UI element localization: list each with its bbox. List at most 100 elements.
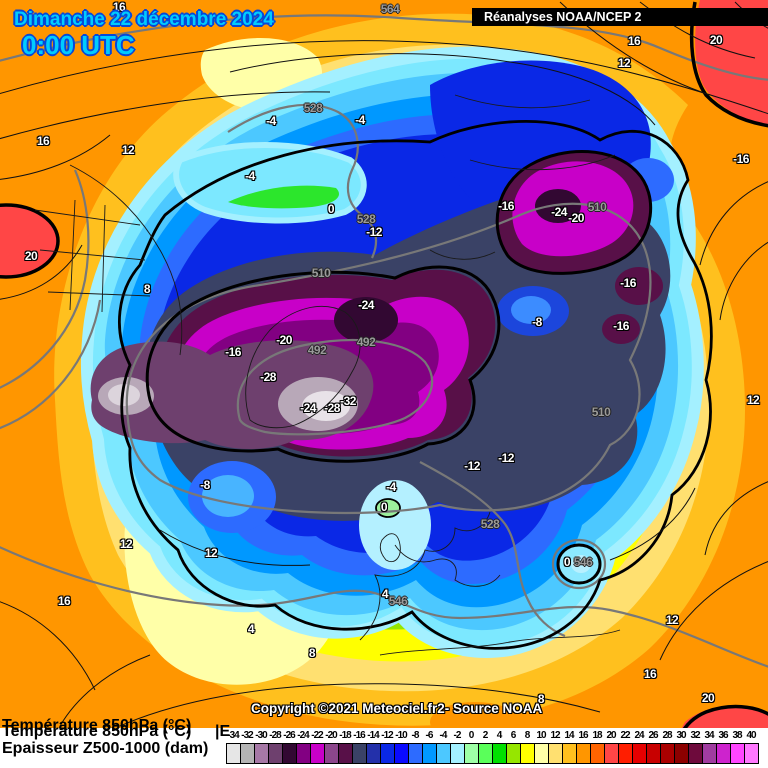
colorbar-cell xyxy=(465,743,479,764)
colorbar-cell xyxy=(451,743,465,764)
time-label: 0:00 UTC xyxy=(22,30,135,60)
temp-label: -28 xyxy=(324,401,340,415)
temp-label: 16 xyxy=(57,594,71,608)
colorbar-tick-label: -30 xyxy=(255,730,267,741)
colorbar-tick-label: 30 xyxy=(676,730,686,741)
colorbar-cell xyxy=(521,743,535,764)
colorbar-cell xyxy=(226,743,241,764)
thickness-label: 492 xyxy=(356,335,376,349)
temp-label: 12 xyxy=(204,546,218,560)
thickness-label: 528 xyxy=(356,212,376,226)
cold-core-ne xyxy=(535,189,581,223)
temp-label: 20 xyxy=(709,33,723,47)
colorbar-tick-label: -16 xyxy=(353,730,365,741)
colorbar-cell xyxy=(241,743,255,764)
temp-label: 8 xyxy=(308,646,316,660)
colorbar-cell xyxy=(577,743,591,764)
colorbar-tick-label: 20 xyxy=(606,730,616,741)
colorbar-cell xyxy=(661,743,675,764)
colorbar-cell xyxy=(353,743,367,764)
colorbar-tick-label: 8 xyxy=(524,730,531,741)
temp-label: -12 xyxy=(366,225,382,239)
temp-label: -16 xyxy=(733,152,749,166)
colorbar-cell xyxy=(297,743,311,764)
red-west-blob xyxy=(0,205,58,277)
colorbar-tick-label: -4 xyxy=(439,730,448,741)
colorbar-cell xyxy=(325,743,339,764)
thickness-label: 564 xyxy=(380,2,400,16)
colorbar-cell xyxy=(717,743,731,764)
copyright-text: Copyright ©2021 Meteociel.fr2- Source NO… xyxy=(251,701,543,716)
temp-label: 4 xyxy=(247,622,255,636)
legend-overlap-fragment: |E xyxy=(215,723,231,740)
temp-label: 16 xyxy=(627,34,641,48)
temp-label: 8 xyxy=(537,692,545,706)
colorbar-tick-label: -8 xyxy=(411,730,420,741)
colorbar-tick-label: -34 xyxy=(227,730,239,741)
temp-label: 20 xyxy=(701,691,715,705)
thickness-label: 510 xyxy=(587,200,607,214)
date-label: Dimanche 22 décembre 2024 xyxy=(14,9,274,30)
colorbar-cell xyxy=(745,743,759,764)
colorbar-tick-label: -6 xyxy=(425,730,434,741)
bering-green-sliver xyxy=(228,185,339,209)
source-banner: Réanalyses NOAA/NCEP 2 xyxy=(472,8,768,26)
temp-label: 12 xyxy=(121,143,135,157)
colorbar-tick-label: 36 xyxy=(718,730,728,741)
temp-label: -8 xyxy=(200,478,210,492)
temp-label: 8 xyxy=(143,282,151,296)
thickness-label: 546 xyxy=(388,594,408,608)
colorbar-cell xyxy=(633,743,647,764)
colorbar-cell xyxy=(675,743,689,764)
temp-label: 16 xyxy=(112,0,126,14)
temp-label: -4 xyxy=(355,113,365,127)
temp-label: -20 xyxy=(276,333,292,347)
thickness-label: 528 xyxy=(303,101,323,115)
coastlines xyxy=(34,94,621,656)
colorbar-cell xyxy=(549,743,563,764)
thickness-contours xyxy=(0,14,768,668)
colorbar-tick-label: 22 xyxy=(620,730,630,741)
colorbar-cell xyxy=(437,743,451,764)
colorbar-tick-label: 16 xyxy=(578,730,588,741)
colorbar-tick-label: -32 xyxy=(241,730,253,741)
red-ne-corner xyxy=(695,0,768,125)
temp-label: -4 xyxy=(266,114,276,128)
iceland-zero-circle xyxy=(375,498,401,518)
bering-cyan-tongue xyxy=(173,142,367,224)
temp-label: 12 xyxy=(746,393,760,407)
temp-label: -4 xyxy=(245,169,255,183)
temp-label: 0 xyxy=(563,555,571,569)
colorbar-tick-label: 2 xyxy=(482,730,489,741)
temp-label: -16 xyxy=(620,276,636,290)
colorbar-cell xyxy=(339,743,353,764)
colorbar-tick-label: -24 xyxy=(297,730,309,741)
colorbar-tick-label: -12 xyxy=(381,730,393,741)
thickness-label: 510 xyxy=(311,266,331,280)
temp-label: 0 xyxy=(380,500,388,514)
colorbar-tick-label: -14 xyxy=(367,730,379,741)
colorbar-cell xyxy=(591,743,605,764)
colorbar-tick-label: -26 xyxy=(283,730,295,741)
temp-label: 12 xyxy=(617,56,631,70)
colorbar-tick-label: 4 xyxy=(496,730,503,741)
temp-label: -24 xyxy=(300,401,316,415)
colorbar-cell xyxy=(619,743,633,764)
colorbar-cell xyxy=(409,743,423,764)
colorbar-tick-label: 32 xyxy=(690,730,700,741)
colorbar-cell xyxy=(689,743,703,764)
temp-label: -16 xyxy=(498,199,514,213)
colorbar-tick-label: -18 xyxy=(339,730,351,741)
europe-pale-pocket xyxy=(359,480,431,570)
colorbar xyxy=(226,743,759,764)
colorbar-cell xyxy=(367,743,381,764)
colorbar-tick-label: -2 xyxy=(453,730,462,741)
thickness-label: 528 xyxy=(480,517,500,531)
colorbar-cell xyxy=(703,743,717,764)
colorbar-tick-label: 24 xyxy=(634,730,644,741)
colorbar-cell xyxy=(535,743,549,764)
colorbar-tick-label: 0 xyxy=(468,730,475,741)
colorbar-tick-label: 18 xyxy=(592,730,602,741)
temp-label: 12 xyxy=(665,613,679,627)
